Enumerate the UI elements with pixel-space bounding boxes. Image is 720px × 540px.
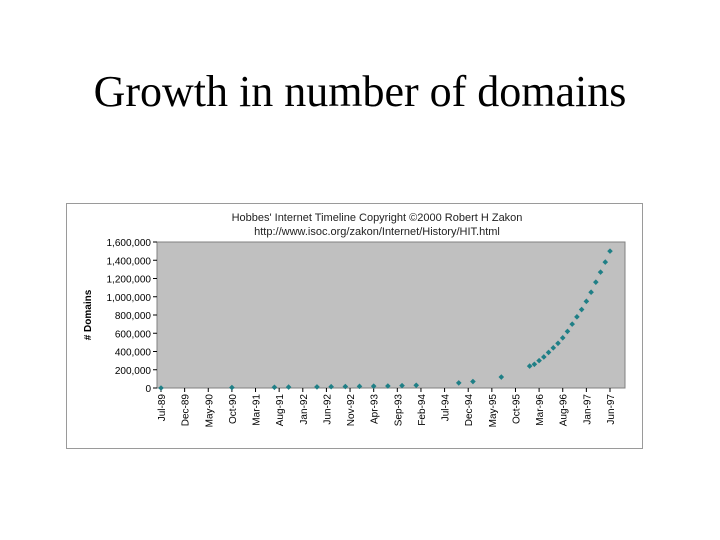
x-tick-label: May-95 [488, 394, 499, 428]
x-tick-label: Jan-92 [299, 394, 310, 425]
data-point [526, 363, 533, 369]
chart-title-line-2: http://www.isoc.org/zakon/Internet/Histo… [254, 226, 500, 238]
data-point [356, 383, 363, 390]
y-tick-label: 600,000 [115, 329, 152, 340]
x-tick-label: Sep-93 [393, 394, 404, 427]
x-tick-label: Dec-89 [181, 394, 192, 427]
data-point [602, 259, 609, 265]
data-point [229, 384, 235, 391]
y-tick-label: 1,000,000 [107, 293, 152, 304]
chart-frame: Hobbes' Internet Timeline Copyright ©200… [66, 203, 643, 449]
data-point [285, 384, 292, 390]
data-point [342, 383, 349, 390]
x-tick-label: Aug-91 [275, 394, 286, 427]
data-point [328, 383, 334, 390]
slide-title: Growth in number of domains [93, 67, 627, 116]
data-point [578, 306, 585, 313]
data-point [550, 345, 557, 351]
x-tick-label: Dec-94 [464, 394, 475, 427]
x-tick-label: Oct-95 [511, 394, 522, 424]
data-point [559, 335, 566, 341]
y-tick-label: 0 [145, 384, 151, 395]
y-tick-label: 1,200,000 [107, 275, 152, 286]
data-point [607, 248, 613, 254]
data-point [541, 354, 547, 360]
data-point [583, 298, 590, 305]
data-point [399, 382, 405, 389]
y-axis-title: # Domains [83, 289, 94, 340]
data-point [569, 321, 575, 327]
data-point [455, 380, 462, 386]
x-tick-label: Jul-89 [157, 394, 168, 422]
x-tick-label: Nov-92 [346, 394, 357, 427]
data-point [597, 269, 604, 275]
y-tick-label: 1,400,000 [107, 256, 152, 267]
data-point [271, 384, 278, 391]
y-tick-label: 800,000 [115, 311, 152, 322]
data-point [413, 382, 420, 389]
data-point [314, 384, 320, 390]
data-point [545, 349, 552, 356]
data-point [370, 383, 377, 389]
y-tick-label: 1,600,000 [107, 238, 152, 249]
x-tick-label: Jul-94 [441, 394, 452, 422]
x-tick-label: May-90 [204, 394, 215, 428]
x-tick-label: Jun-92 [322, 394, 333, 425]
chart-title-line-1: Hobbes' Internet Timeline Copyright ©200… [231, 212, 523, 224]
data-point [531, 361, 538, 368]
domains-chart: 0 200,000 400,000 600,000 800,000 1,000,000 1,… [83, 238, 626, 428]
x-tick-label: Feb-94 [417, 394, 428, 426]
data-point [588, 289, 594, 295]
data-point [593, 279, 599, 285]
y-tick-label: 400,000 [115, 348, 152, 359]
data-point [470, 378, 476, 385]
x-tick-label: Jun-97 [606, 394, 617, 425]
x-tick-label: Oct-90 [228, 394, 239, 424]
x-tick-label: Apr-93 [370, 394, 381, 424]
data-point [555, 340, 561, 347]
data-point [536, 357, 542, 364]
x-tick-label: Mar-96 [535, 394, 546, 426]
plot-area [156, 241, 626, 389]
x-tick-label: Aug-96 [559, 394, 570, 427]
y-tick-label: 200,000 [115, 366, 152, 377]
data-point [498, 374, 505, 380]
x-tick-label: Jan-97 [582, 394, 593, 425]
x-tick-label: Mar-91 [252, 394, 263, 426]
data-point [158, 385, 164, 391]
data-point [385, 383, 391, 389]
